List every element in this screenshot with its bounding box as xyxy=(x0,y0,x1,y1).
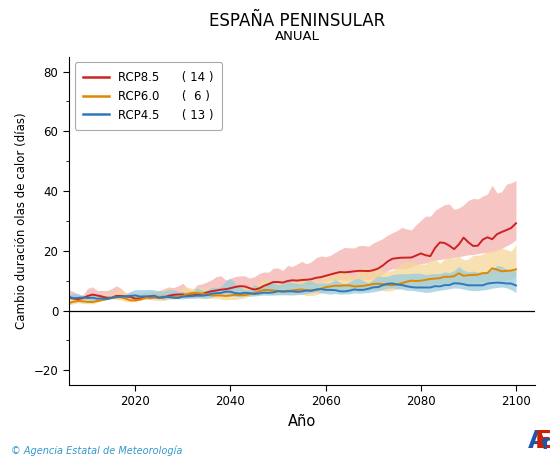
Text: E: E xyxy=(535,429,550,453)
Y-axis label: Cambio duración olas de calor (días): Cambio duración olas de calor (días) xyxy=(15,113,28,329)
Text: © Agencia Estatal de Meteorología: © Agencia Estatal de Meteorología xyxy=(11,445,183,456)
Legend: RCP8.5      ( 14 ), RCP6.0      (  6 ), RCP4.5      ( 13 ): RCP8.5 ( 14 ), RCP6.0 ( 6 ), RCP4.5 ( 13… xyxy=(75,62,222,130)
Text: A: A xyxy=(528,429,547,453)
Text: ESPAÑA PENINSULAR: ESPAÑA PENINSULAR xyxy=(209,12,385,30)
Text: ANUAL: ANUAL xyxy=(274,30,320,43)
X-axis label: Año: Año xyxy=(288,413,316,429)
Text: met: met xyxy=(541,434,550,453)
